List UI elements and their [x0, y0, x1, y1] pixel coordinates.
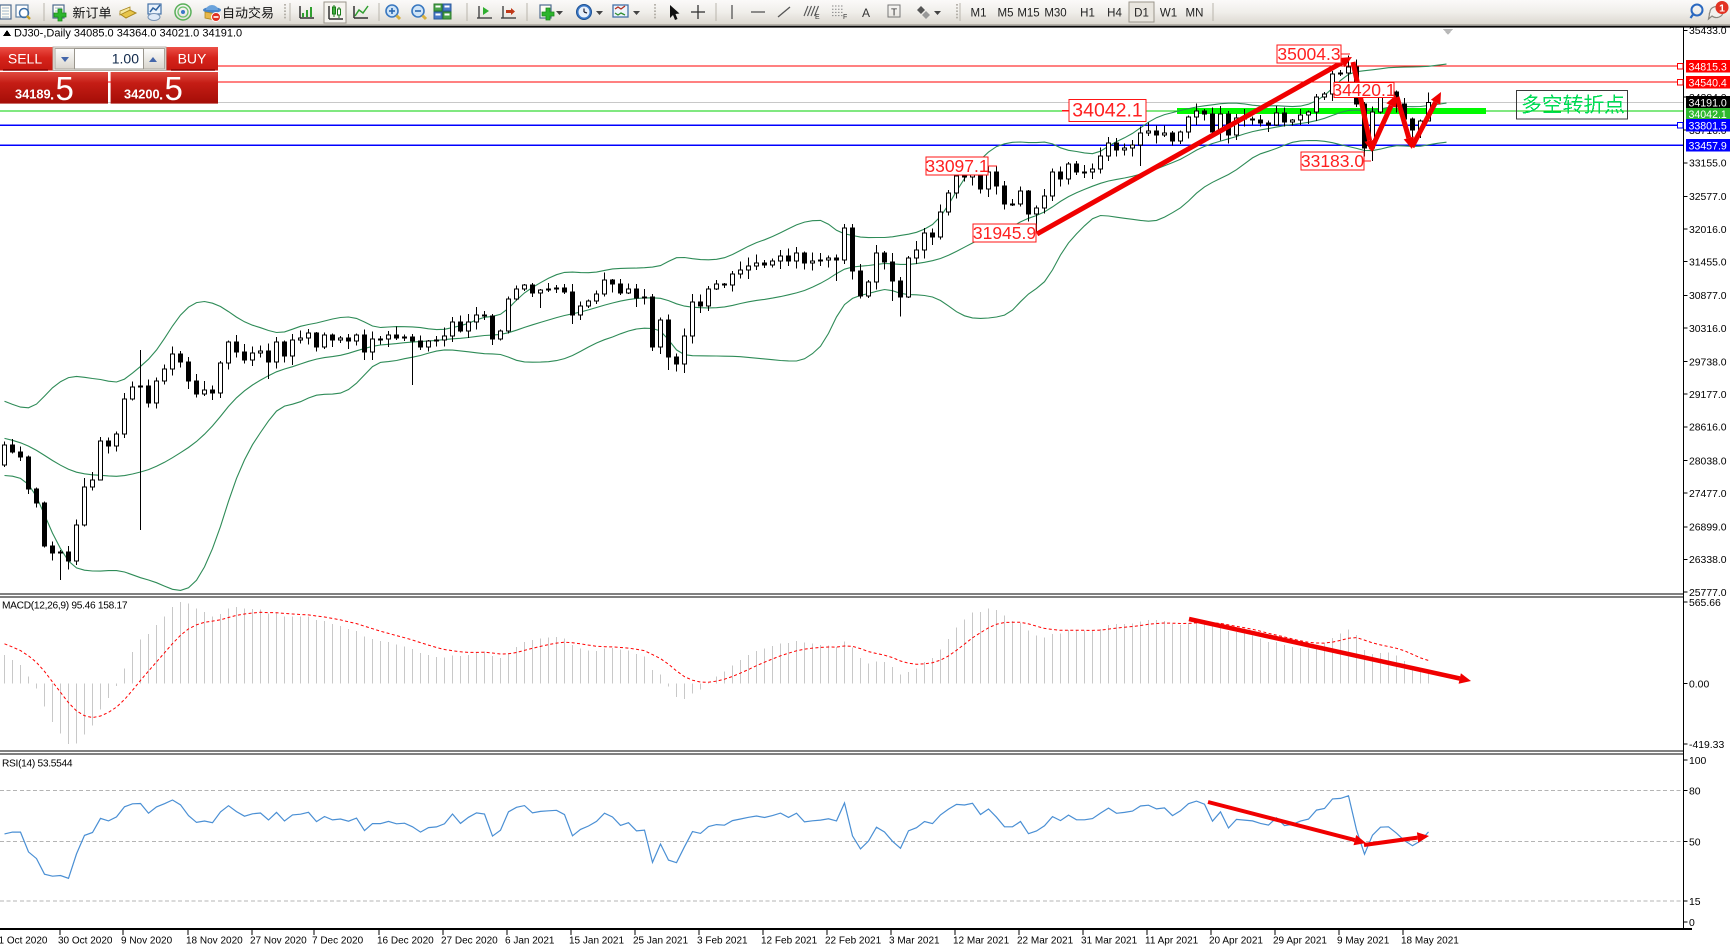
svg-text:M15: M15 — [1017, 8, 1039, 20]
svg-text:34200: 34200 — [124, 87, 160, 102]
svg-text:6 Jan 2021: 6 Jan 2021 — [505, 936, 555, 947]
svg-text:H1: H1 — [1080, 8, 1095, 20]
svg-text:34189: 34189 — [15, 87, 51, 102]
svg-text:33155.0: 33155.0 — [1689, 159, 1727, 170]
svg-text:25777.0: 25777.0 — [1689, 588, 1727, 599]
svg-text:BUY: BUY — [178, 51, 207, 67]
svg-text:34540.4: 34540.4 — [1689, 77, 1727, 89]
svg-text:9 Nov 2020: 9 Nov 2020 — [121, 936, 173, 947]
svg-text:33097.1: 33097.1 — [925, 156, 988, 176]
svg-text:33183.0: 33183.0 — [1301, 151, 1365, 171]
svg-text:12 Mar 2021: 12 Mar 2021 — [953, 936, 1010, 947]
svg-text:29738.0: 29738.0 — [1689, 357, 1727, 368]
svg-text:RSI(14) 53.5544: RSI(14) 53.5544 — [2, 759, 73, 770]
svg-text:0: 0 — [1689, 918, 1695, 929]
svg-text:3 Feb 2021: 3 Feb 2021 — [697, 936, 748, 947]
svg-text:18 May 2021: 18 May 2021 — [1401, 936, 1459, 947]
svg-text:34042.1: 34042.1 — [1689, 109, 1727, 121]
svg-text:27 Dec 2020: 27 Dec 2020 — [441, 936, 498, 947]
svg-text:22 Feb 2021: 22 Feb 2021 — [825, 936, 882, 947]
svg-text:80: 80 — [1689, 786, 1701, 797]
svg-text:565.66: 565.66 — [1689, 598, 1721, 609]
svg-text:5: 5 — [165, 70, 183, 107]
svg-text:34191.0: 34191.0 — [1689, 97, 1727, 109]
svg-text:25 Jan 2021: 25 Jan 2021 — [633, 936, 688, 947]
svg-text:100: 100 — [1689, 756, 1707, 767]
svg-text:34815.3: 34815.3 — [1689, 61, 1727, 73]
svg-text:32016.0: 32016.0 — [1689, 225, 1727, 236]
svg-text:DJ30-,Daily 34085.0 34364.0 3: DJ30-,Daily 34085.0 34364.0 34021.0 3419… — [14, 28, 242, 40]
svg-text:M5: M5 — [998, 8, 1014, 20]
svg-text:D1: D1 — [1134, 8, 1149, 20]
svg-text:30316.0: 30316.0 — [1689, 324, 1727, 335]
svg-text:E: E — [815, 14, 820, 21]
svg-text:33457.9: 33457.9 — [1689, 140, 1727, 152]
svg-text:0.00: 0.00 — [1689, 679, 1709, 690]
svg-text:33801.5: 33801.5 — [1689, 120, 1727, 132]
svg-text:M30: M30 — [1044, 8, 1066, 20]
svg-text:MN: MN — [1186, 8, 1204, 20]
svg-text:20 Apr 2021: 20 Apr 2021 — [1209, 936, 1263, 947]
svg-text:F: F — [843, 14, 847, 21]
svg-text:5: 5 — [56, 70, 74, 107]
svg-text:30877.0: 30877.0 — [1689, 291, 1727, 302]
svg-text:27477.0: 27477.0 — [1689, 489, 1727, 500]
svg-text:M1: M1 — [971, 8, 987, 20]
svg-text:22 Mar 2021: 22 Mar 2021 — [1017, 936, 1074, 947]
svg-text:29 Apr 2021: 29 Apr 2021 — [1273, 936, 1327, 947]
svg-text:21 Oct 2020: 21 Oct 2020 — [0, 936, 48, 947]
svg-text:T: T — [891, 8, 897, 19]
svg-text:31945.9: 31945.9 — [973, 223, 1036, 243]
svg-text:.: . — [159, 87, 163, 104]
svg-text:34042.1: 34042.1 — [1072, 100, 1143, 122]
svg-text:29177.0: 29177.0 — [1689, 390, 1727, 401]
svg-text:-419.33: -419.33 — [1689, 740, 1724, 751]
svg-text:12 Feb 2021: 12 Feb 2021 — [761, 936, 818, 947]
svg-text:15 Jan 2021: 15 Jan 2021 — [569, 936, 624, 947]
svg-text:.: . — [50, 87, 54, 104]
svg-text:26338.0: 26338.0 — [1689, 555, 1727, 566]
svg-text:SELL: SELL — [8, 51, 42, 67]
svg-text:35004.3: 35004.3 — [1277, 44, 1340, 64]
svg-text:27 Nov 2020: 27 Nov 2020 — [250, 936, 307, 947]
svg-text:16 Dec 2020: 16 Dec 2020 — [377, 936, 434, 947]
svg-text:A: A — [862, 6, 870, 20]
svg-text:32577.0: 32577.0 — [1689, 192, 1727, 203]
svg-text:31455.0: 31455.0 — [1689, 258, 1727, 269]
svg-text:30 Oct 2020: 30 Oct 2020 — [58, 936, 113, 947]
svg-text:28038.0: 28038.0 — [1689, 456, 1727, 467]
svg-text:H4: H4 — [1107, 8, 1122, 20]
svg-text:34420.1: 34420.1 — [1332, 80, 1395, 100]
svg-text:W1: W1 — [1160, 8, 1177, 20]
svg-text:18 Nov 2020: 18 Nov 2020 — [186, 936, 243, 947]
svg-text:35433.0: 35433.0 — [1689, 26, 1727, 37]
svg-text:11 Apr 2021: 11 Apr 2021 — [1145, 936, 1199, 947]
svg-text:26899.0: 26899.0 — [1689, 523, 1727, 534]
svg-text:15: 15 — [1689, 897, 1701, 908]
svg-text:28616.0: 28616.0 — [1689, 423, 1727, 434]
svg-text:1.00: 1.00 — [112, 51, 139, 67]
svg-text:31 Mar 2021: 31 Mar 2021 — [1081, 936, 1138, 947]
svg-text:1: 1 — [1719, 3, 1725, 15]
svg-text:MACD(12,26,9) 95.46 158.17: MACD(12,26,9) 95.46 158.17 — [2, 601, 128, 612]
svg-text:7 Dec 2020: 7 Dec 2020 — [312, 936, 364, 947]
svg-text:3 Mar 2021: 3 Mar 2021 — [889, 936, 940, 947]
svg-text:50: 50 — [1689, 837, 1701, 848]
svg-text:9 May 2021: 9 May 2021 — [1337, 936, 1390, 947]
